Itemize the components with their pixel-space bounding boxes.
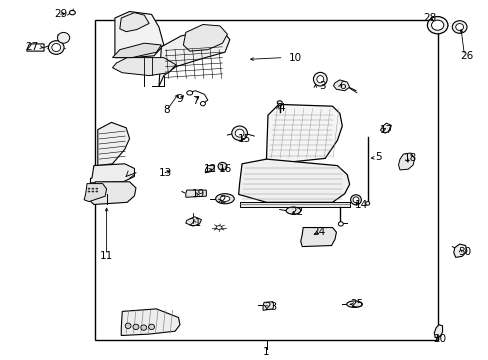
Ellipse shape: [346, 301, 362, 307]
Text: 27: 27: [25, 42, 39, 52]
Ellipse shape: [141, 325, 146, 330]
Text: 15: 15: [237, 134, 251, 144]
Text: 12: 12: [203, 164, 217, 174]
Text: 16: 16: [218, 164, 231, 174]
Text: 6: 6: [338, 81, 345, 91]
Text: 3: 3: [319, 81, 325, 91]
Text: 23: 23: [264, 302, 277, 312]
Text: 14: 14: [354, 200, 368, 210]
Ellipse shape: [277, 101, 282, 104]
Polygon shape: [185, 190, 206, 197]
Ellipse shape: [92, 188, 94, 189]
Polygon shape: [27, 44, 44, 51]
Ellipse shape: [427, 17, 447, 34]
Ellipse shape: [92, 191, 94, 192]
Text: 19: 19: [191, 189, 204, 199]
Text: 25: 25: [349, 299, 363, 309]
Polygon shape: [159, 29, 229, 86]
Polygon shape: [205, 166, 214, 173]
Ellipse shape: [96, 191, 98, 192]
Polygon shape: [333, 80, 349, 91]
Polygon shape: [115, 12, 163, 58]
Polygon shape: [112, 58, 176, 76]
Text: 13: 13: [158, 168, 172, 178]
Ellipse shape: [316, 76, 323, 83]
Ellipse shape: [88, 191, 90, 192]
Polygon shape: [398, 153, 414, 170]
Ellipse shape: [48, 41, 64, 54]
Text: 30: 30: [457, 247, 470, 257]
Polygon shape: [380, 123, 390, 133]
Text: 8: 8: [163, 105, 169, 115]
Ellipse shape: [96, 188, 98, 189]
Ellipse shape: [451, 21, 466, 33]
Ellipse shape: [313, 72, 326, 86]
Text: 17: 17: [379, 125, 392, 135]
Ellipse shape: [216, 226, 222, 229]
Ellipse shape: [133, 324, 139, 330]
Polygon shape: [263, 302, 273, 310]
Polygon shape: [84, 184, 106, 202]
Ellipse shape: [218, 162, 226, 170]
Text: 11: 11: [100, 251, 113, 261]
Text: 2: 2: [219, 195, 225, 205]
Text: 22: 22: [290, 207, 304, 217]
Text: 24: 24: [311, 227, 325, 237]
Polygon shape: [112, 43, 161, 58]
Polygon shape: [238, 159, 349, 202]
Text: 4: 4: [278, 103, 285, 113]
Text: 26: 26: [459, 51, 473, 61]
Ellipse shape: [352, 197, 358, 203]
Ellipse shape: [215, 194, 234, 204]
Polygon shape: [121, 309, 180, 336]
Ellipse shape: [338, 222, 343, 226]
Text: 29: 29: [54, 9, 68, 19]
Ellipse shape: [69, 10, 75, 15]
Text: 5: 5: [375, 152, 382, 162]
Polygon shape: [89, 182, 136, 204]
Text: 20: 20: [433, 334, 446, 344]
Polygon shape: [90, 164, 134, 183]
Ellipse shape: [200, 102, 205, 106]
Polygon shape: [264, 104, 342, 164]
Polygon shape: [300, 228, 336, 247]
Text: 18: 18: [403, 153, 417, 163]
Ellipse shape: [186, 91, 192, 95]
Ellipse shape: [350, 195, 361, 205]
Ellipse shape: [220, 196, 229, 201]
Ellipse shape: [125, 323, 131, 328]
Polygon shape: [433, 325, 442, 338]
Ellipse shape: [52, 44, 61, 51]
Ellipse shape: [231, 126, 247, 140]
Text: 9: 9: [176, 94, 183, 104]
Ellipse shape: [430, 20, 443, 30]
Ellipse shape: [58, 32, 69, 43]
Ellipse shape: [285, 207, 300, 214]
Polygon shape: [453, 244, 466, 257]
Polygon shape: [98, 122, 129, 166]
Ellipse shape: [88, 188, 90, 189]
Text: 10: 10: [289, 53, 302, 63]
Polygon shape: [239, 202, 349, 207]
Ellipse shape: [148, 324, 154, 330]
Text: 1: 1: [263, 347, 269, 357]
Polygon shape: [183, 24, 227, 51]
Ellipse shape: [278, 103, 281, 105]
Text: 7: 7: [192, 96, 199, 106]
Polygon shape: [185, 217, 201, 226]
Polygon shape: [120, 13, 149, 32]
Text: 28: 28: [423, 13, 436, 23]
Ellipse shape: [455, 23, 463, 31]
Text: 21: 21: [187, 218, 201, 228]
Bar: [95, 20, 437, 340]
Ellipse shape: [365, 202, 369, 205]
Ellipse shape: [235, 129, 244, 137]
